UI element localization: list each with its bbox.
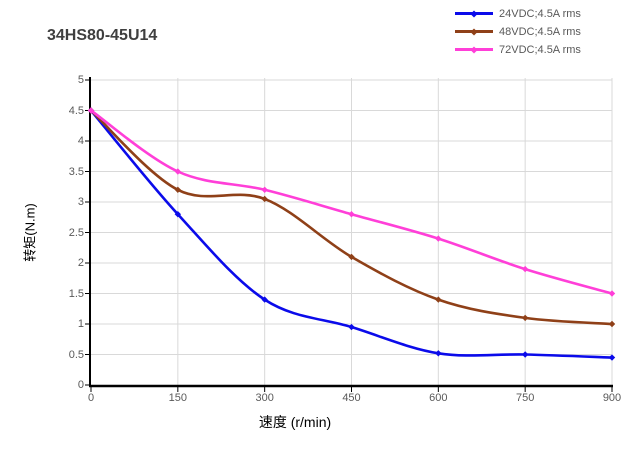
legend-item: 24VDC;4.5A rms — [455, 6, 581, 21]
series-marker — [174, 168, 182, 175]
series-marker — [348, 323, 355, 331]
legend-line-swatch — [455, 45, 493, 54]
x-axis-title: 速度 (r/min) — [258, 414, 332, 430]
y-tick-label: 1 — [77, 318, 84, 330]
y-tick-label: 4.5 — [68, 104, 84, 117]
y-tick-label: 3 — [77, 196, 84, 208]
y-axis-title: 转矩(N.m) — [22, 203, 38, 262]
y-tick-label: 5 — [77, 74, 84, 86]
x-tick-label: 300 — [255, 392, 274, 404]
y-tick-label: 1.5 — [68, 287, 84, 300]
series-marker — [261, 195, 268, 203]
series-marker — [608, 290, 616, 297]
legend-line-swatch — [455, 27, 493, 36]
series-marker — [87, 107, 95, 114]
series-marker — [435, 350, 442, 357]
x-tick-label: 600 — [429, 392, 448, 404]
y-tick-label: 0.5 — [68, 348, 84, 361]
y-tick-label: 4 — [77, 135, 84, 147]
y-tick-label: 3.5 — [68, 165, 84, 178]
y-tick-label: 2 — [77, 257, 84, 269]
series-marker — [174, 211, 182, 218]
legend-item: 48VDC;4.5A rms — [455, 24, 581, 39]
series-marker — [348, 211, 355, 218]
x-tick-label: 750 — [515, 392, 535, 404]
series-marker — [435, 296, 442, 303]
legend-line-swatch — [455, 9, 493, 18]
legend-label: 48VDC;4.5A rms — [499, 25, 581, 38]
x-tick-label: 150 — [168, 392, 187, 404]
series-marker — [521, 314, 529, 322]
legend-label: 72VDC;4.5A rms — [499, 43, 581, 56]
legend-label: 24VDC;4.5A rms — [499, 7, 581, 20]
y-tick-label: 0 — [77, 379, 84, 391]
legend: 24VDC;4.5A rms 48VDC;4.5A rms 72VDC;4.5A r… — [455, 6, 581, 57]
legend-item: 72VDC;4.5A rms — [455, 42, 581, 57]
series-marker — [521, 265, 529, 273]
series-marker — [348, 253, 355, 261]
series-marker — [261, 186, 268, 193]
series-marker — [174, 186, 182, 193]
chart-title: 34HS80-45U14 — [47, 27, 158, 44]
x-tick-label: 450 — [342, 392, 361, 404]
series-marker — [261, 296, 268, 303]
series-marker — [608, 354, 616, 361]
series-marker — [435, 235, 442, 242]
series-marker — [608, 320, 616, 328]
series-marker — [521, 351, 529, 358]
x-tick-label: 0 — [87, 392, 95, 404]
x-tick-label: 900 — [602, 392, 622, 404]
y-tick-label: 2.5 — [68, 226, 84, 239]
